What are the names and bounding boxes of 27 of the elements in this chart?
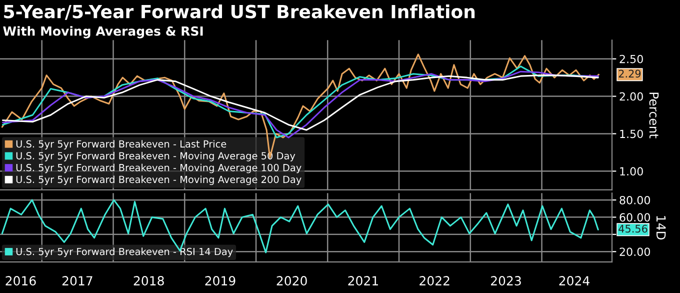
- annotation: 45.56: [618, 224, 648, 233]
- x-tick-label: 2019: [205, 276, 236, 286]
- y-tick-label: 20.00: [620, 248, 650, 256]
- y-tick-label: 60.00: [620, 213, 650, 222]
- x-tick-label: 2020: [276, 276, 307, 286]
- x-tick-label: 2023: [491, 276, 521, 286]
- y-axis-title: 14D: [656, 216, 666, 240]
- y-tick-label: 80.00: [620, 196, 650, 204]
- legend-label: U.S. 5yr 5yr Forward Breakeven - Moving Average 100 Day: [16, 164, 302, 174]
- x-tick-label: 2022: [420, 276, 450, 286]
- x-tick-label: 2024: [559, 276, 590, 286]
- x-tick-label: 2016: [6, 276, 36, 286]
- chart-subtitle: With Moving Averages & RSI: [3, 26, 203, 38]
- x-tick-label: 2017: [62, 276, 92, 286]
- y-tick-label: 1.50: [620, 130, 643, 138]
- annotation: 2.29: [618, 70, 641, 78]
- x-tick-label: 2018: [134, 276, 164, 286]
- y-tick-label: 2.50: [620, 54, 643, 64]
- chart-title: 5-Year/5-Year Forward UST Breakeven Inflation: [4, 4, 475, 20]
- legend-label: U.S. 5yr 5yr Forward Breakeven - Moving Average 200 Day: [16, 176, 302, 186]
- series-label: U.S. 5yr 5yr Forward Breakeven - RSI 14 Day: [16, 248, 233, 258]
- x-tick-label: 2021: [348, 276, 378, 286]
- legend-label: U.S. 5yr 5yr Forward Breakeven - Last Price: [16, 140, 226, 150]
- y-tick-label: 2.00: [620, 92, 643, 101]
- line-series: [2, 74, 599, 131]
- y-axis-title: Percent: [649, 92, 659, 138]
- y-tick-label: 1.00: [620, 167, 643, 176]
